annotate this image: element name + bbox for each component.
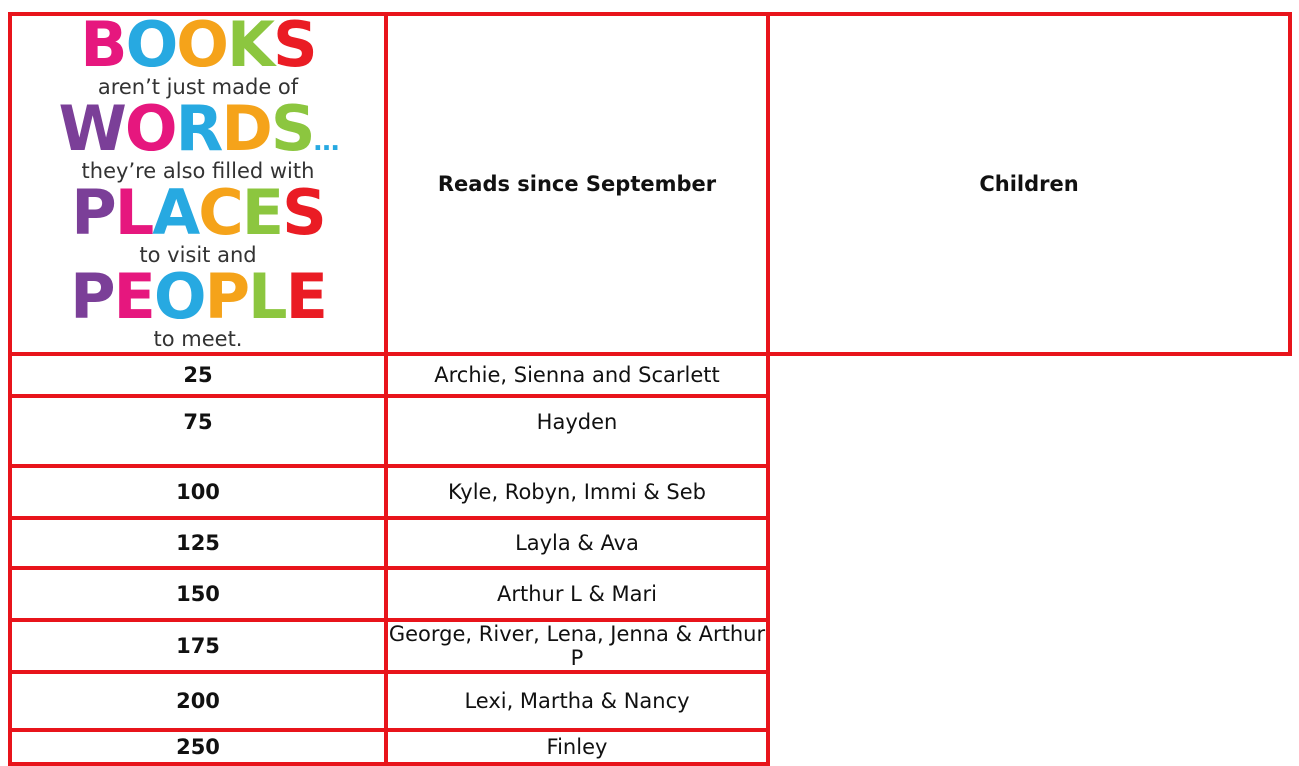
poster-word: WORDS…: [59, 100, 338, 159]
poster-line: to meet.: [154, 329, 243, 350]
children-cell: Kyle, Robyn, Immi & Seb: [386, 466, 768, 518]
poster-word: BOOKS: [80, 16, 315, 75]
column-header: Children: [768, 14, 1290, 354]
poster-text: BOOKS aren’t just made of WORDS… they’re…: [12, 16, 384, 352]
reads-cell: 75: [10, 396, 386, 466]
header-row: BOOKS aren’t just made of WORDS… they’re…: [10, 14, 1290, 354]
reads-cell: 250: [10, 730, 386, 764]
children-cell: Lexi, Martha & Nancy: [386, 672, 768, 730]
reading-table: BOOKS aren’t just made of WORDS… they’re…: [8, 12, 1292, 766]
reads-cell: 150: [10, 568, 386, 620]
children-cell: Finley: [386, 730, 768, 764]
column-header: Reads since September: [386, 14, 768, 354]
page: BOOKS aren’t just made of WORDS… they’re…: [0, 0, 1299, 502]
children-cell: Archie, Sienna and Scarlett: [386, 354, 768, 396]
reads-cell: 175: [10, 620, 386, 672]
children-cell: Arthur L & Mari: [386, 568, 768, 620]
reads-cell: 125: [10, 518, 386, 568]
poster-word: PLACES: [71, 184, 324, 243]
children-cell: George, River, Lena, Jenna & Arthur P: [386, 620, 768, 672]
reads-cell: 100: [10, 466, 386, 518]
poster-word: PEOPLE: [70, 268, 326, 327]
reads-cell: 25: [10, 354, 386, 396]
children-cell: Hayden: [386, 396, 768, 466]
reads-cell: 200: [10, 672, 386, 730]
poster: BOOKS aren’t just made of WORDS… they’re…: [10, 14, 386, 354]
children-cell: Layla & Ava: [386, 518, 768, 568]
